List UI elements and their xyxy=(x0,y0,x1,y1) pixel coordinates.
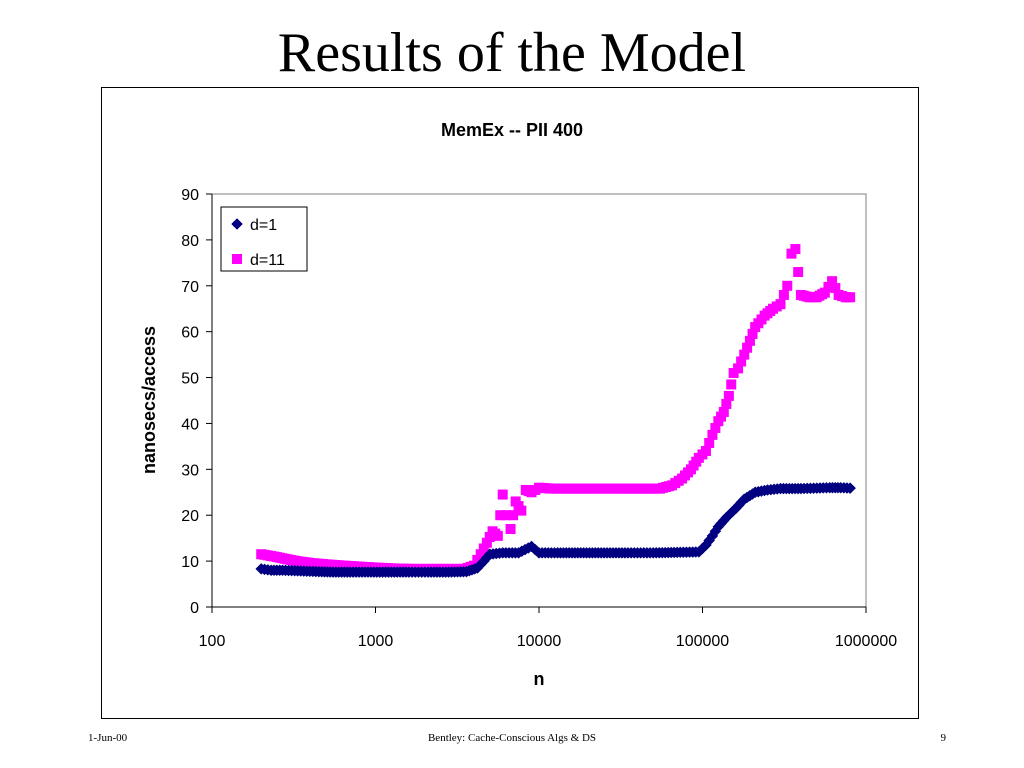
footer-date: 1-Jun-00 xyxy=(88,732,128,744)
y-tick-label: 40 xyxy=(181,416,199,433)
legend-label: d=1 xyxy=(250,217,277,234)
data-point xyxy=(844,482,857,495)
data-point xyxy=(721,398,732,409)
x-tick-label: 1000 xyxy=(358,633,394,650)
data-point xyxy=(823,281,834,292)
y-tick-label: 10 xyxy=(181,554,199,571)
y-axis-label: nanosecs/access xyxy=(139,326,159,474)
data-point xyxy=(775,299,786,310)
plot-area xyxy=(211,193,867,608)
data-point xyxy=(700,445,711,456)
data-point xyxy=(492,530,503,541)
x-axis-label: n xyxy=(534,669,545,689)
chart-title: MemEx -- PII 400 xyxy=(441,120,583,140)
legend-marker xyxy=(232,254,242,264)
data-point xyxy=(726,379,737,390)
data-point xyxy=(723,390,734,401)
legend: d=1 d=11 xyxy=(220,206,308,272)
x-tick-label: 1000000 xyxy=(835,633,897,650)
data-point xyxy=(742,342,753,353)
data-point xyxy=(827,276,838,287)
series-layer xyxy=(255,244,857,578)
data-point xyxy=(508,510,519,521)
x-tick-label: 100 xyxy=(199,633,226,650)
y-tick-label: 0 xyxy=(190,600,199,617)
y-tick-label: 50 xyxy=(181,371,199,388)
data-point xyxy=(484,532,495,543)
y-tick-label: 90 xyxy=(181,187,199,204)
data-point xyxy=(793,267,804,278)
data-point xyxy=(747,328,758,339)
data-point xyxy=(778,289,789,300)
data-point xyxy=(516,505,527,516)
data-point xyxy=(497,489,508,500)
slide-title: Results of the Model xyxy=(277,22,747,84)
data-point xyxy=(718,406,729,417)
data-point xyxy=(472,554,483,565)
data-point xyxy=(481,537,492,548)
plot-border xyxy=(211,193,867,608)
data-point xyxy=(790,244,801,255)
data-point xyxy=(782,280,793,291)
data-point xyxy=(819,287,830,298)
y-tick-label: 60 xyxy=(181,325,199,342)
data-point xyxy=(704,437,715,448)
y-tick-label: 30 xyxy=(181,462,199,479)
data-point xyxy=(739,349,750,360)
data-point xyxy=(501,510,512,521)
x-tick-label: 10000 xyxy=(517,633,562,650)
y-tick-label: 70 xyxy=(181,279,199,296)
data-point xyxy=(710,423,721,434)
data-point xyxy=(830,283,841,294)
series-d=1 xyxy=(255,481,857,578)
page-number: 9 xyxy=(940,732,947,744)
data-point xyxy=(744,335,755,346)
axes: 0 10 20 30 40 50 60 70 80 90 100 1000 10000 100000 100… xyxy=(181,187,897,650)
data-point xyxy=(475,549,486,560)
data-point xyxy=(495,510,506,521)
x-tick-label: 100000 xyxy=(676,633,729,650)
y-tick-label: 20 xyxy=(181,508,199,525)
data-point xyxy=(505,523,516,534)
data-point xyxy=(845,292,856,303)
data-point xyxy=(707,429,718,440)
data-point xyxy=(478,543,489,554)
y-tick-label: 80 xyxy=(181,233,199,250)
data-point xyxy=(736,356,747,367)
data-point xyxy=(733,363,744,374)
footer-center: Bentley: Cache-Conscious Algs & DS xyxy=(427,732,597,744)
legend-marker xyxy=(231,218,243,230)
legend-label: d=11 xyxy=(250,252,285,269)
